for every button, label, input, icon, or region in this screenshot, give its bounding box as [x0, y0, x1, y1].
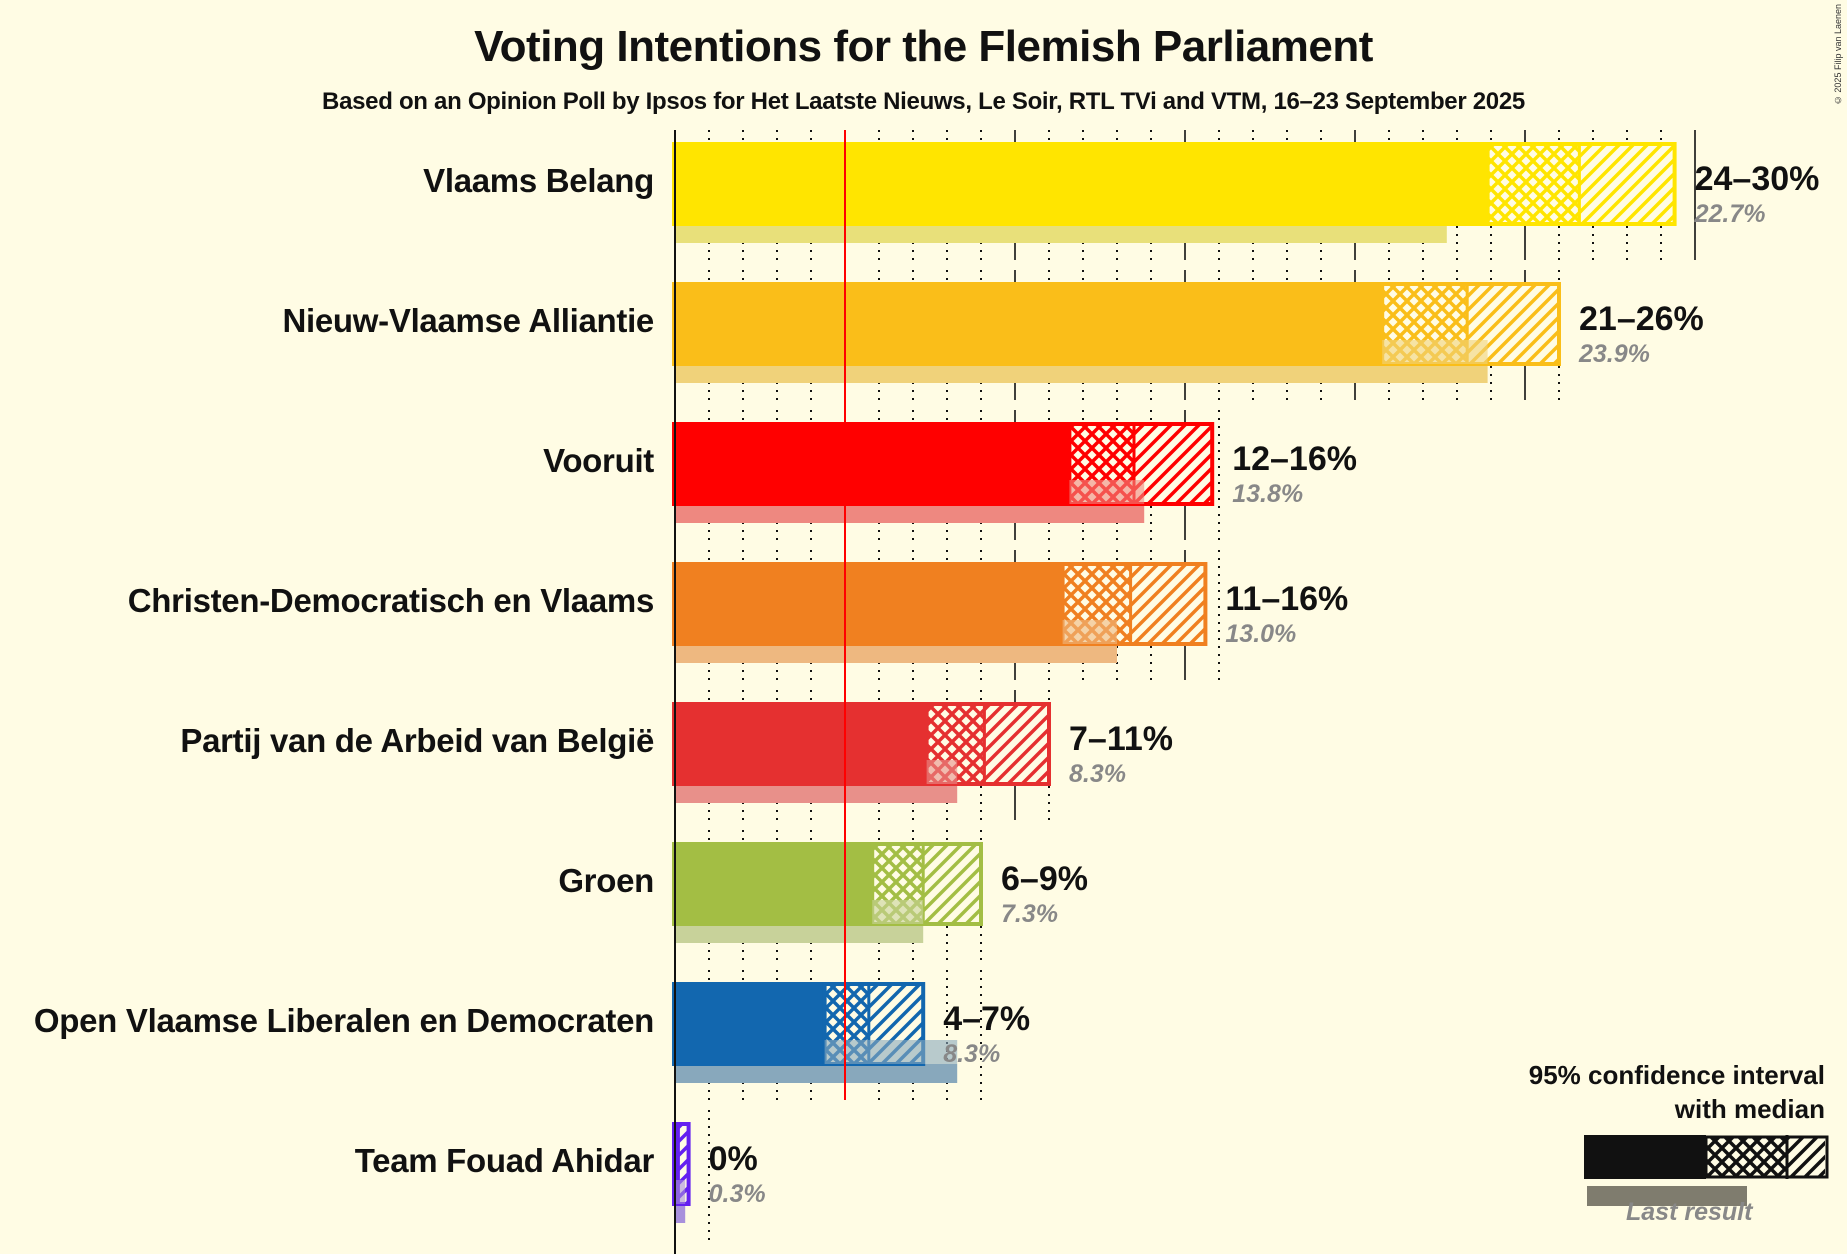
chart-title: Voting Intentions for the Flemish Parlia… [474, 22, 1373, 71]
ci-lower-bar [672, 422, 1070, 506]
last-result-bar [675, 504, 1145, 523]
last-result-overlay [824, 1040, 958, 1064]
range-label: 24–30% [1694, 160, 1820, 198]
legend-hatch [1787, 1138, 1825, 1176]
range-label: 21–26% [1579, 300, 1704, 338]
bars [672, 142, 1677, 1223]
last-result-overlay [872, 900, 924, 924]
party-label: Christen-Democratisch en Vlaams [127, 582, 655, 619]
ci-lower-bar [672, 562, 1063, 646]
range-label: 12–16% [1232, 440, 1357, 478]
last-result-label: 23.9% [1579, 340, 1650, 368]
party-label: Vooruit [543, 442, 654, 479]
last-result-label: 8.3% [943, 1040, 1001, 1068]
party-label: Groen [558, 862, 654, 899]
ci-low-median-hatch [1487, 145, 1580, 223]
legend-outline [1704, 1135, 1829, 1179]
ci-outline [1060, 562, 1208, 646]
legend-solid-bar [1584, 1135, 1706, 1179]
last-result-overlay [1062, 620, 1117, 644]
ci-median-high-hatch [984, 705, 1049, 783]
last-result-bar [675, 1204, 686, 1223]
last-result-overlay [1382, 340, 1488, 364]
legend-title-line2: with median [1674, 1094, 1825, 1124]
legend-graphic [1584, 1135, 1829, 1206]
party-bar-group [672, 142, 1677, 243]
last-result-overlay [675, 1180, 686, 1204]
range-label: 6–9% [1001, 860, 1088, 898]
last-result-bar [675, 644, 1117, 663]
last-result-overlay [926, 760, 958, 784]
ci-median-high-hatch [1579, 145, 1675, 223]
last-result-overlay [1069, 480, 1145, 504]
party-bar-group [672, 562, 1208, 663]
ci-median-high-hatch [1130, 565, 1206, 643]
ci-lower-bar [672, 702, 927, 786]
ci-median-high-hatch [1134, 425, 1213, 503]
party-label: Team Fouad Ahidar [354, 1142, 655, 1179]
party-bar-group [672, 282, 1561, 383]
last-result-label: 8.3% [1069, 760, 1126, 788]
party-bar-group [672, 982, 958, 1083]
range-label: 11–16% [1225, 580, 1349, 618]
chart-subtitle: Based on an Opinion Poll by Ipsos for He… [322, 88, 1525, 115]
range-label: 7–11% [1069, 720, 1173, 758]
last-result-label: 13.0% [1225, 620, 1297, 648]
last-result-bar [675, 924, 924, 943]
last-result-bar [675, 224, 1447, 243]
party-label: Nieuw-Vlaamse Alliantie [282, 302, 654, 339]
legend-title-line1: 95% confidence interval [1528, 1060, 1825, 1090]
ci-median-high-hatch [678, 1125, 689, 1203]
party-bar-group [672, 842, 984, 943]
legend-last-result-label: Last result [1626, 1198, 1753, 1226]
ci-outline [1485, 142, 1677, 226]
party-label: Vlaams Belang [423, 162, 654, 199]
ci-lower-bar [672, 142, 1488, 226]
last-result-bar [675, 1064, 958, 1083]
last-result-bar [675, 364, 1488, 383]
ci-median-high-hatch [923, 845, 981, 923]
ci-outline [870, 842, 984, 926]
ci-lower-bar [672, 982, 825, 1066]
party-bar-group [672, 422, 1215, 523]
ci-lower-bar [672, 282, 1383, 366]
last-result-label: 0.3% [708, 1180, 766, 1208]
last-result-label: 7.3% [1001, 900, 1058, 928]
legend-title: 95% confidence interval with median [1529, 1058, 1825, 1126]
ci-lower-bar [672, 842, 873, 926]
party-bar-group [672, 702, 1051, 803]
overlay [674, 130, 846, 1254]
party-label: Partij van de Arbeid van België [180, 722, 654, 759]
last-result-label: 13.8% [1232, 480, 1304, 508]
ci-outline [924, 702, 1051, 786]
range-label: 0% [708, 1140, 758, 1178]
range-label: 4–7% [943, 1000, 1031, 1038]
legend-last-bar [1587, 1186, 1747, 1206]
last-result-bar [675, 784, 958, 803]
last-result-label: 22.7% [1694, 200, 1766, 228]
legend-crosshatch [1706, 1138, 1787, 1176]
party-label: Open Vlaamse Liberalen en Democraten [33, 1002, 654, 1039]
